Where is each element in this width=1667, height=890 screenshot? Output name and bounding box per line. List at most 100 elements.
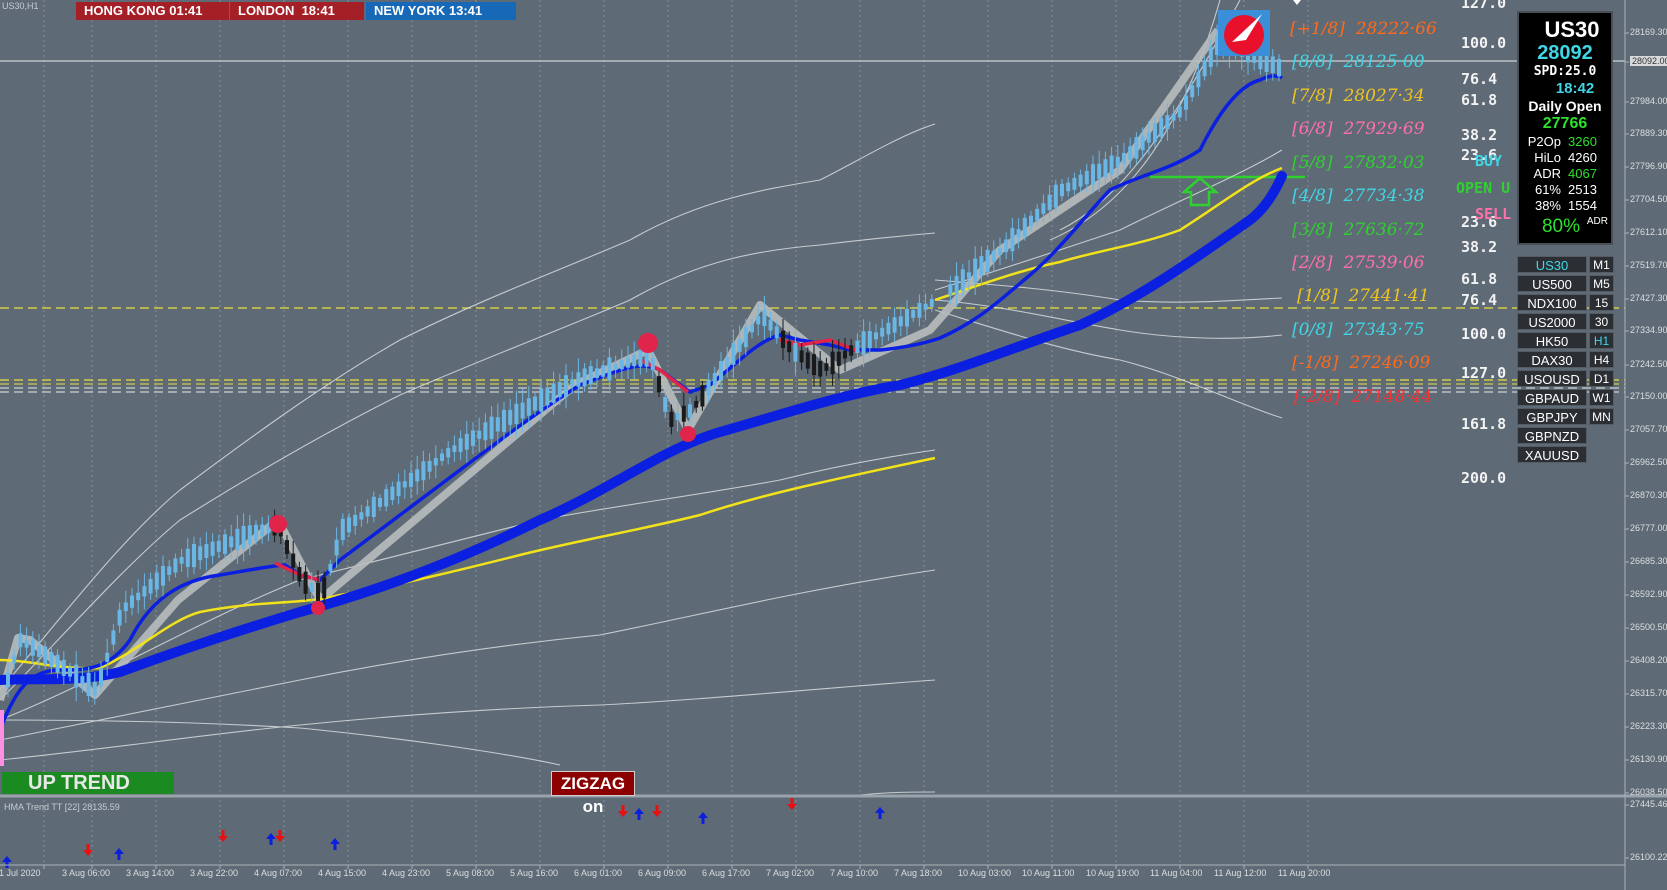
clock-time: 01:41 xyxy=(169,3,203,18)
murrey-level: [7/8] 28027·34 xyxy=(1292,86,1425,106)
symbol-button[interactable]: DAX30 xyxy=(1517,351,1587,368)
timeframe-button[interactable]: H1 xyxy=(1589,332,1614,349)
murrey-level-label: [-2/8] xyxy=(1294,387,1341,407)
symbol-button[interactable]: GBPJPY xyxy=(1517,408,1587,425)
zigzag-toggle-button[interactable]: ZIGZAG on xyxy=(551,771,635,816)
envelope-bands xyxy=(0,0,1283,796)
panel-stat-value: 2513 xyxy=(1568,182,1597,197)
symbol-button[interactable]: USOUSD xyxy=(1517,370,1587,387)
timeframe-button[interactable]: M5 xyxy=(1589,275,1614,292)
fib-level-label: 61.8 xyxy=(1461,91,1498,109)
price-axis-label: 26500.50 xyxy=(1630,622,1667,632)
murrey-level-value: 27148·44 xyxy=(1351,387,1433,407)
fib-level-label: 38.2 xyxy=(1461,238,1498,256)
panel-adr-pct: 80% xyxy=(1541,216,1581,237)
murrey-level: [1/8] 27441·41 xyxy=(1297,286,1430,306)
symbol-info-panel: US30 28092 SPD:25.0 18:42 Daily Open 277… xyxy=(1517,11,1613,245)
chart-grid xyxy=(43,0,1309,865)
pivot-arrow-icon xyxy=(1293,0,1301,5)
buy-arrow-icon xyxy=(1180,176,1220,207)
time-axis-label: 6 Aug 09:00 xyxy=(638,868,687,878)
murrey-level-label: [6/8] xyxy=(1292,119,1333,139)
panel-stat-value: 4260 xyxy=(1568,150,1597,165)
trend-badge: UP TREND xyxy=(2,772,174,794)
price-axis-label: 26685.30 xyxy=(1630,556,1667,566)
timeframe-button[interactable]: W1 xyxy=(1589,389,1614,406)
fib-level-label: 23.6 xyxy=(1461,146,1498,164)
timeframe-button[interactable]: D1 xyxy=(1589,370,1614,387)
time-axis-label: 5 Aug 08:00 xyxy=(446,868,495,878)
up-arrow-icon xyxy=(2,856,12,868)
fib-level-label: 100.0 xyxy=(1461,34,1507,52)
time-axis-label: 7 Aug 10:00 xyxy=(830,868,879,878)
time-axis-ticks xyxy=(43,865,1309,869)
panel-stat-key: P2Op xyxy=(1527,134,1561,149)
murrey-level: [-2/8] 27148·44 xyxy=(1294,387,1432,407)
panel-stat-value: 3260 xyxy=(1568,134,1597,149)
time-axis-label: 3 Aug 14:00 xyxy=(126,868,175,878)
timeframe-button[interactable]: MN xyxy=(1589,408,1614,425)
panel-stat-key: HiLo xyxy=(1534,150,1561,165)
price-axis-label: 26223.30 xyxy=(1630,721,1667,731)
panel-stat-key: ADR xyxy=(1533,166,1561,181)
symbol-button[interactable]: GBPNZD xyxy=(1517,427,1587,444)
brand-logo xyxy=(1218,10,1270,56)
symbol-button[interactable]: HK50 xyxy=(1517,332,1587,349)
price-axis-label: 26592.90 xyxy=(1630,589,1667,599)
murrey-level: [2/8] 27539·06 xyxy=(1292,253,1425,273)
symbol-button[interactable]: NDX100 xyxy=(1517,294,1587,311)
time-axis-label: 11 Aug 12:00 xyxy=(1214,868,1267,878)
clock-city: HONG KONG xyxy=(84,3,166,18)
indicator-subwindow-label: HMA Trend TT [22] 28135.59 xyxy=(4,802,120,812)
price-axis-label: 27704.50 xyxy=(1630,194,1667,204)
fib-level-label: 23.6 xyxy=(1461,213,1498,231)
symbol-button[interactable]: US500 xyxy=(1517,275,1587,292)
murrey-level-label: [7/8] xyxy=(1292,86,1333,106)
panel-stat-value: 1554 xyxy=(1568,198,1597,213)
time-axis-label: 6 Aug 01:00 xyxy=(574,868,623,878)
murrey-level: [5/8] 27832·03 xyxy=(1292,153,1425,173)
time-axis-label: 7 Aug 02:00 xyxy=(766,868,815,878)
down-arrow-icon xyxy=(218,830,228,842)
timeframe-button[interactable]: 30 xyxy=(1589,313,1614,330)
symbol-button[interactable]: XAUUSD xyxy=(1517,446,1587,463)
murrey-level: [3/8] 27636·72 xyxy=(1292,220,1425,240)
price-axis-label: 27427.30 xyxy=(1630,293,1667,303)
price-axis-label: 27334.90 xyxy=(1630,325,1667,335)
symbol-button[interactable]: US2000 xyxy=(1517,313,1587,330)
pink-trend-bar xyxy=(0,710,4,766)
time-axis-label: 4 Aug 23:00 xyxy=(382,868,431,878)
candlesticks xyxy=(6,20,1281,705)
price-axis-label: 27889.30 xyxy=(1630,128,1667,138)
clock-city: NEW YORK xyxy=(374,3,446,18)
price-axis-label: 26408.20 xyxy=(1630,655,1667,665)
panel-stat-key: 61% xyxy=(1534,182,1561,197)
murrey-level-value: 27539·06 xyxy=(1343,253,1425,273)
murrey-level-value: 28222·66 xyxy=(1355,19,1437,39)
murrey-level: [8/8] 28125·00 xyxy=(1292,52,1425,72)
down-arrow-icon xyxy=(618,805,628,817)
panel-time: 18:42 xyxy=(1555,80,1595,97)
up-arrow-icon xyxy=(875,807,885,819)
murrey-level: [-1/8] 27246·09 xyxy=(1292,353,1430,373)
chart-symbol-label: US30,H1 xyxy=(2,1,39,11)
clock-time: 18:41 xyxy=(301,3,335,18)
panel-daily-open: 27766 xyxy=(1542,115,1588,132)
price-axis-label: 27612.10 xyxy=(1630,227,1667,237)
price-axis-label: 27057.70 xyxy=(1630,424,1667,434)
symbol-button[interactable]: US30 xyxy=(1517,256,1587,273)
timeframe-button[interactable]: H4 xyxy=(1589,351,1614,368)
panel-spread: SPD:25.0 xyxy=(1533,64,1597,79)
murrey-level-value: 28027·34 xyxy=(1343,86,1425,106)
symbol-button[interactable]: GBPAUD xyxy=(1517,389,1587,406)
fib-level-label: 76.4 xyxy=(1461,291,1498,309)
price-axis-label: 27796.90 xyxy=(1630,161,1667,171)
time-axis-label: 10 Aug 19:00 xyxy=(1086,868,1140,878)
price-axis-label: 27519.70 xyxy=(1630,260,1667,270)
timeframe-button[interactable]: M1 xyxy=(1589,256,1614,273)
timeframe-button[interactable]: 15 xyxy=(1589,294,1614,311)
sell-signal-label: SELL xyxy=(1475,205,1512,223)
panel-price: 28092 xyxy=(1537,42,1593,64)
